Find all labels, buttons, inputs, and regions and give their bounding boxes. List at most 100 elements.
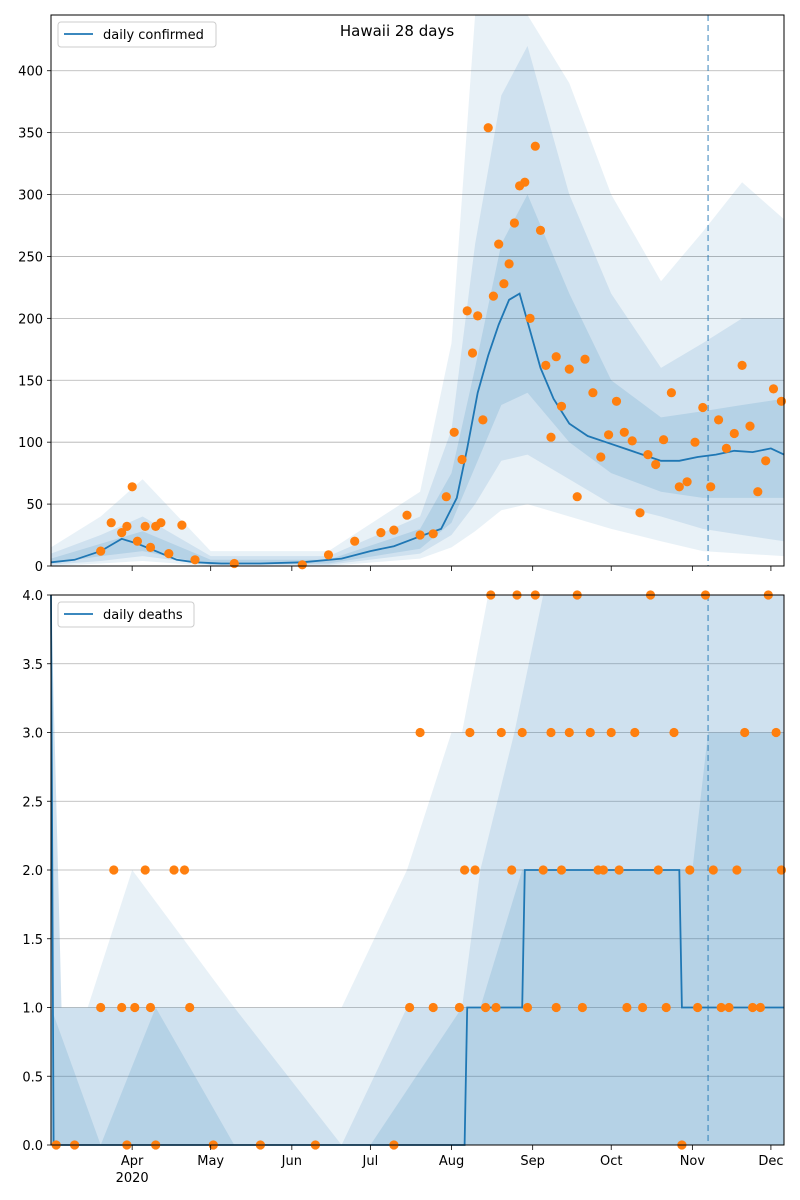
x-tick-label: Dec xyxy=(758,1154,783,1169)
confirmed-legend: daily confirmed xyxy=(57,21,217,48)
deaths-data-point xyxy=(661,1002,671,1013)
confirmed-y-axis: 0 50 100 150 200 250 300 350 400 xyxy=(18,65,51,575)
confirmed-data-point xyxy=(635,508,645,518)
deaths-data-point xyxy=(708,865,718,875)
confirmed-data-point xyxy=(509,218,519,228)
deaths-data-point xyxy=(460,865,470,875)
confirmed-data-point xyxy=(462,306,472,316)
deaths-y-tick-label: 1.5 xyxy=(22,933,43,948)
confirmed-data-point xyxy=(164,549,174,559)
confirmed-data-point xyxy=(117,528,127,538)
confirmed-data-point xyxy=(441,492,451,502)
confirmed-data-point xyxy=(698,402,708,413)
confirmed-data-point xyxy=(604,430,614,440)
deaths-data-point xyxy=(454,1002,464,1013)
deaths-data-point xyxy=(140,865,150,875)
deaths-data-point xyxy=(517,727,527,738)
deaths-uncertainty-bands xyxy=(51,595,784,1145)
confirmed-data-point xyxy=(415,530,425,540)
confirmed-data-point xyxy=(297,560,307,570)
deaths-data-point xyxy=(638,1002,648,1013)
deaths-data-point xyxy=(185,1002,195,1013)
x-tick-label: Jun xyxy=(281,1154,302,1169)
confirmed-data-point xyxy=(659,435,669,445)
confirmed-data-point xyxy=(488,291,498,301)
deaths-data-point xyxy=(598,865,609,875)
confirmed-x-axis-ticks xyxy=(131,566,772,571)
deaths-panel: 0.0 0.5 1.0 1.5 2.0 2.5 3.0 3.5 4.0 Apr 2020 May Ju… xyxy=(22,589,787,1186)
confirmed-data-point xyxy=(140,521,150,532)
x-tick-label: May xyxy=(197,1154,224,1169)
confirmed-data-point xyxy=(776,396,787,406)
confirmed-data-point xyxy=(478,415,488,425)
x-tick-label: Aug xyxy=(439,1154,464,1169)
deaths-data-point xyxy=(755,1002,766,1013)
confirmed-data-point xyxy=(122,521,132,532)
confirmed-data-point xyxy=(729,428,739,439)
confirmed-data-point xyxy=(768,384,779,394)
deaths-data-point xyxy=(405,1002,415,1013)
confirmed-data-point xyxy=(753,487,763,497)
confirmed-y-tick-label: 50 xyxy=(26,498,43,513)
confirmed-data-point xyxy=(682,477,692,487)
deaths-y-tick-label: 1.0 xyxy=(22,1002,43,1017)
deaths-data-point xyxy=(169,865,179,875)
confirmed-band-outer xyxy=(51,15,784,566)
deaths-legend-label: daily deaths xyxy=(103,608,183,623)
confirmed-data-point xyxy=(156,518,166,528)
confirmed-y-tick-label: 300 xyxy=(18,189,43,204)
confirmed-data-point xyxy=(588,388,598,398)
deaths-band-middle xyxy=(51,595,784,1145)
deaths-data-point xyxy=(653,865,663,875)
confirmed-data-point xyxy=(690,437,700,447)
deaths-data-point xyxy=(556,865,567,875)
confirmed-data-point xyxy=(145,542,156,553)
deaths-data-point xyxy=(551,1002,561,1013)
confirmed-data-point xyxy=(643,450,653,460)
confirmed-data-point xyxy=(457,454,467,465)
deaths-data-point xyxy=(538,865,548,875)
confirmed-data-point xyxy=(761,456,771,466)
confirmed-data-point xyxy=(504,259,514,269)
deaths-data-point xyxy=(496,727,506,738)
deaths-y-tick-label: 2.5 xyxy=(22,795,43,810)
deaths-legend: daily deaths xyxy=(57,601,195,628)
deaths-data-point xyxy=(776,865,787,875)
confirmed-legend-box xyxy=(57,21,217,48)
confirmed-plot-area xyxy=(51,15,784,566)
deaths-y-tick-label: 4.0 xyxy=(22,589,43,604)
confirmed-data-point xyxy=(596,452,606,462)
confirmed-y-tick-label: 150 xyxy=(18,374,43,389)
deaths-data-point xyxy=(564,727,574,738)
deaths-data-point xyxy=(630,727,640,738)
deaths-data-point xyxy=(145,1002,156,1013)
x-tick-year-label: 2020 xyxy=(116,1171,149,1186)
deaths-data-point xyxy=(109,865,119,875)
confirmed-uncertainty-bands xyxy=(51,15,784,566)
deaths-data-point xyxy=(771,727,781,738)
deaths-data-point xyxy=(428,1002,438,1013)
deaths-y-tick-label: 3.0 xyxy=(22,727,43,742)
confirmed-data-point xyxy=(132,536,142,546)
deaths-data-point xyxy=(669,727,679,738)
deaths-data-point xyxy=(606,727,616,738)
confirmed-y-tick-label: 200 xyxy=(18,312,43,327)
deaths-data-point xyxy=(96,1002,106,1013)
deaths-data-point xyxy=(491,1002,501,1013)
deaths-data-point xyxy=(507,865,517,875)
deaths-data-point xyxy=(724,1002,734,1013)
confirmed-data-point xyxy=(190,555,200,565)
confirmed-data-point xyxy=(706,482,716,492)
deaths-data-point xyxy=(522,1002,533,1013)
deaths-data-point xyxy=(732,865,742,875)
deaths-band-outer xyxy=(51,595,784,1145)
deaths-y-tick-label: 2.0 xyxy=(22,864,43,879)
confirmed-y-tick-label: 400 xyxy=(18,65,43,80)
confirmed-band-middle xyxy=(51,46,784,565)
confirmed-data-point xyxy=(473,311,483,321)
confirmed-data-point xyxy=(177,520,187,530)
confirmed-series-line xyxy=(50,292,785,565)
confirmed-data-point xyxy=(323,550,334,560)
deaths-y-tick-label: 3.5 xyxy=(22,658,43,673)
